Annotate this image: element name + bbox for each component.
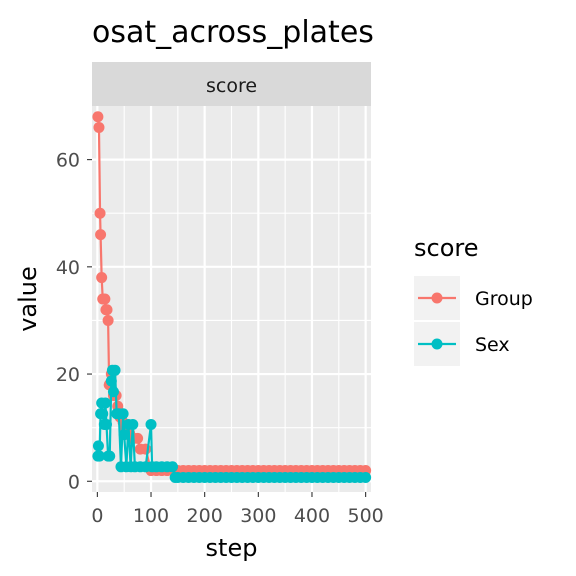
y-tick-label: 40 [56, 257, 80, 279]
y-tick-label: 20 [56, 364, 80, 386]
chart-title: osat_across_plates [92, 15, 374, 50]
gridlines-minor [92, 106, 371, 492]
data-point-group [101, 304, 113, 316]
data-point-sex [118, 429, 130, 441]
x-axis-label: step [206, 534, 258, 562]
data-point-sex [107, 386, 119, 398]
data-point-sex [100, 418, 112, 430]
data-point-sex [127, 418, 139, 430]
legend: score Group Sex [414, 234, 533, 366]
data-point-group [96, 272, 108, 284]
legend-point-group [431, 292, 443, 304]
data-point-sex [105, 375, 117, 387]
data-point-group [102, 314, 114, 326]
data-point-group [132, 432, 144, 444]
data-point-sex [97, 408, 109, 420]
data-point-sex [166, 461, 178, 473]
x-tick-label: 500 [348, 505, 384, 527]
data-point-sex [117, 408, 129, 420]
data-point-sex [145, 418, 157, 430]
data-point-group [93, 121, 105, 133]
facet-strip-label: score [206, 75, 257, 97]
x-axis: 0 100 200 300 400 500 [91, 492, 384, 527]
data-point-group [92, 111, 104, 123]
x-tick-label: 300 [240, 505, 276, 527]
data-point-sex [109, 364, 121, 376]
data-point-group [94, 207, 106, 219]
gridlines-major [92, 106, 371, 492]
data-point-group [99, 293, 111, 305]
x-tick-label: 100 [133, 505, 169, 527]
legend-point-sex [431, 338, 443, 350]
legend-title: score [414, 234, 479, 262]
y-axis-label: value [14, 266, 42, 332]
x-tick-label: 400 [294, 505, 330, 527]
x-tick-label: 200 [187, 505, 223, 527]
legend-label-group: Group [475, 288, 533, 310]
y-tick-label: 60 [56, 150, 80, 172]
data-point-group [140, 443, 152, 455]
y-tick-label: 0 [68, 471, 80, 493]
x-tick-label: 0 [91, 505, 103, 527]
y-axis: 0 20 40 60 [56, 150, 92, 493]
data-point-sex [94, 450, 106, 462]
data-point-group [95, 229, 107, 241]
facet-strip [92, 62, 371, 106]
data-point-sex [92, 440, 104, 452]
series-layer [92, 111, 372, 484]
data-point-sex [360, 472, 372, 484]
data-point-sex [99, 397, 111, 409]
legend-label-sex: Sex [475, 334, 510, 356]
data-point-sex [104, 450, 116, 462]
